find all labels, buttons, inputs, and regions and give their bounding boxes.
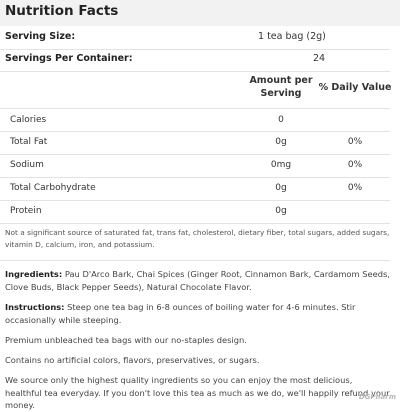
nutrient-daily-value: 0%	[347, 137, 363, 147]
watermark: DGPharm	[358, 393, 396, 401]
nutrient-daily-value: 0%	[347, 183, 363, 193]
amount-header-line2: Serving	[260, 88, 302, 99]
divider	[0, 108, 390, 109]
page-title: Nutrition Facts	[5, 3, 119, 19]
nutrition-facts-header: Nutrition Facts	[0, 0, 400, 26]
divider	[0, 223, 390, 224]
serving-size-row: Serving Size: 1 tea bag (2g)	[0, 28, 390, 48]
daily-value-header: % Daily Value	[318, 82, 392, 93]
nutrient-amount: 0g	[275, 137, 287, 147]
nutrient-row-protein: Protein 0g	[0, 201, 390, 223]
servings-per-container-row: Servings Per Container: 24	[0, 50, 390, 70]
nutrient-amount: 0g	[275, 183, 287, 193]
divider	[0, 49, 390, 50]
divider	[0, 200, 390, 201]
note-no-additives: Contains no artificial colors, flavors, …	[5, 355, 260, 365]
nutrient-name: Total Carbohydrate	[10, 183, 96, 193]
nutrient-amount: 0mg	[270, 160, 292, 170]
divider	[0, 154, 390, 155]
note-quality-guarantee: We source only the highest quality ingre…	[5, 375, 390, 410]
nutrient-name: Total Fat	[10, 137, 48, 147]
nutrient-row-calories: Calories 0	[0, 110, 390, 132]
serving-size-label: Serving Size:	[5, 31, 76, 42]
ingredients-text: Ingredients: Pau D'Arco Bark, Chai Spice…	[5, 268, 391, 293]
divider	[0, 260, 390, 261]
nutrient-daily-value: 0%	[347, 160, 363, 170]
ingredients-list: Pau D'Arco Bark, Chai Spices (Ginger Roo…	[5, 269, 390, 292]
divider	[0, 131, 390, 132]
instructions-text: Instructions: Steep one tea bag in 6-8 o…	[5, 301, 391, 326]
nutrient-row-total-fat: Total Fat 0g 0%	[0, 132, 390, 154]
nutrient-name: Calories	[10, 115, 47, 125]
servings-per-container-value: 24	[313, 53, 326, 64]
nutrient-amount: 0g	[275, 206, 287, 216]
nutrient-row-total-carbohydrate: Total Carbohydrate 0g 0%	[0, 178, 390, 200]
ingredients-label: Ingredients:	[5, 269, 63, 279]
servings-per-container-label: Servings Per Container:	[5, 53, 133, 64]
amount-header-line1: Amount per	[249, 75, 313, 86]
nutrient-amount: 0	[278, 115, 284, 125]
divider	[0, 71, 390, 72]
serving-size-value: 1 tea bag (2g)	[258, 31, 326, 42]
note-tea-bags: Premium unbleached tea bags with our no-…	[5, 335, 247, 345]
amount-per-serving-header: Amount per Serving	[240, 74, 322, 100]
nutrient-row-sodium: Sodium 0mg 0%	[0, 155, 390, 177]
nutrient-name: Protein	[10, 206, 42, 216]
nutrient-name: Sodium	[10, 160, 44, 170]
instructions-body: Steep one tea bag in 6-8 ounces of boili…	[5, 302, 356, 325]
divider	[0, 177, 390, 178]
instructions-label: Instructions:	[5, 302, 65, 312]
nutrition-footnote: Not a significant source of saturated fa…	[5, 228, 390, 249]
